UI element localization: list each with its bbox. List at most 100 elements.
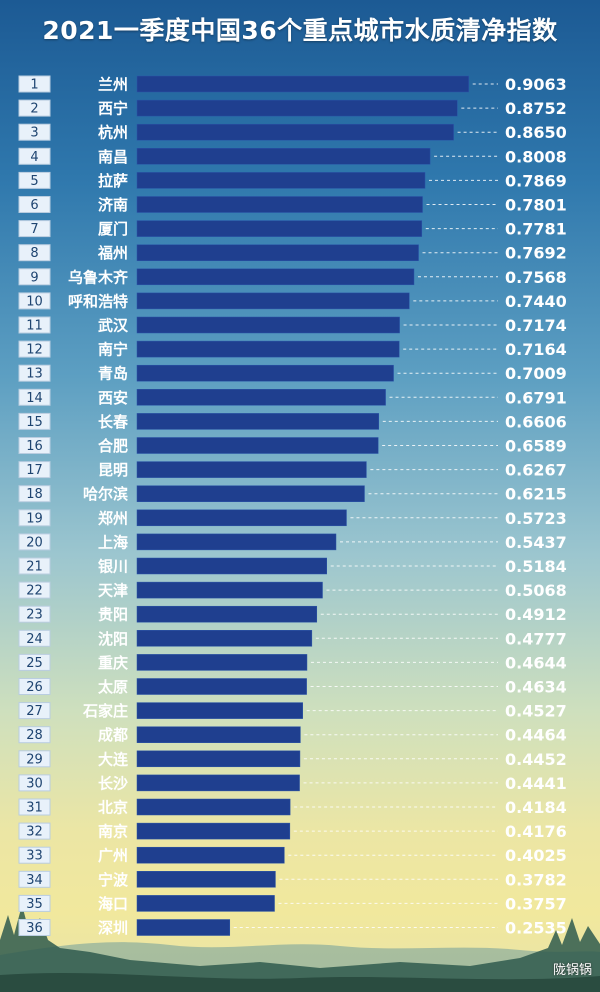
bar <box>136 895 275 912</box>
value-label: 0.4441 <box>505 774 567 793</box>
bar <box>136 389 386 406</box>
bar <box>136 871 276 888</box>
bar-row: 9 乌鲁木齐 0.7568 <box>18 268 567 287</box>
bar <box>136 605 318 623</box>
rank-box <box>18 437 51 454</box>
bar-row: 19 郑州 0.5723 <box>18 509 567 528</box>
city-label: 西宁 <box>98 100 128 118</box>
bar-row: 21 银川 0.5184 <box>18 557 567 576</box>
rank-label: 24 <box>26 632 43 647</box>
city-label: 深圳 <box>98 919 128 937</box>
bar-row: 4 南昌 0.8008 <box>18 147 567 166</box>
value-label: 0.3757 <box>505 894 567 913</box>
bar <box>136 316 400 334</box>
bar <box>136 172 426 189</box>
value-label: 0.2535 <box>505 919 567 938</box>
bar <box>136 75 469 93</box>
value-label: 0.4644 <box>505 653 567 672</box>
city-label: 海口 <box>98 895 128 913</box>
rank-box <box>18 533 51 551</box>
bar <box>136 461 367 478</box>
rank-label: 32 <box>26 825 43 840</box>
value-label: 0.4777 <box>505 629 567 648</box>
city-label: 宁波 <box>98 871 129 889</box>
value-label: 0.8752 <box>505 99 567 118</box>
city-label: 拉萨 <box>98 172 128 190</box>
value-label: 0.6606 <box>505 412 567 431</box>
city-label: 太原 <box>98 678 128 696</box>
rank-box <box>18 220 51 238</box>
rank-label: 19 <box>26 511 43 526</box>
rank-box <box>18 919 51 936</box>
rank-box <box>18 340 51 358</box>
city-label: 兰州 <box>98 76 128 94</box>
rank-label: 14 <box>26 391 43 406</box>
bar-row: 31 北京 0.4184 <box>18 798 567 817</box>
bar-row: 29 大连 0.4452 <box>18 750 567 769</box>
city-label: 青岛 <box>98 365 128 383</box>
value-label: 0.4176 <box>505 822 567 841</box>
bar-row: 3 杭州 0.8650 <box>18 123 567 142</box>
value-label: 0.4184 <box>505 798 567 817</box>
bar <box>136 123 454 141</box>
rank-box <box>18 412 51 430</box>
rank-box <box>18 196 51 213</box>
value-label: 0.3782 <box>505 870 567 889</box>
city-label: 厦门 <box>98 220 128 238</box>
bar <box>136 678 307 695</box>
rank-box <box>18 581 51 599</box>
watermark: 陇锅锅 <box>552 963 592 978</box>
bar <box>136 630 313 647</box>
rank-label: 29 <box>26 752 43 767</box>
city-label: 福州 <box>97 244 128 262</box>
bar <box>136 364 394 382</box>
bar <box>136 292 410 310</box>
bar-row: 27 石家庄 0.4527 <box>18 702 567 721</box>
rank-box <box>18 244 51 262</box>
rank-box <box>18 364 51 382</box>
bar <box>136 533 337 551</box>
rank-label: 1 <box>30 78 38 93</box>
rank-label: 5 <box>30 174 38 189</box>
bar <box>136 485 365 502</box>
city-label: 杭州 <box>98 124 128 142</box>
city-label: 武汉 <box>98 317 129 335</box>
rank-label: 9 <box>30 270 38 285</box>
rank-label: 18 <box>26 487 43 502</box>
bar-row: 33 广州 0.4025 <box>18 846 567 865</box>
city-label: 大连 <box>98 750 129 768</box>
rank-label: 33 <box>26 849 43 864</box>
rank-box <box>18 485 51 503</box>
value-label: 0.8650 <box>505 123 567 142</box>
value-label: 0.7801 <box>505 196 567 215</box>
rank-box <box>18 461 51 479</box>
bar <box>136 268 415 286</box>
city-label: 银川 <box>98 558 128 576</box>
bar-row: 13 青岛 0.7009 <box>18 364 567 383</box>
rank-box <box>18 99 51 117</box>
bar-row: 18 哈尔滨 0.6215 <box>18 485 567 504</box>
city-label: 贵阳 <box>98 606 128 624</box>
bar-row: 8 福州 0.7692 <box>18 244 567 263</box>
value-label: 0.7164 <box>505 340 567 359</box>
value-label: 0.7174 <box>505 316 567 335</box>
city-label: 石家庄 <box>82 702 128 720</box>
value-label: 0.7869 <box>505 171 567 190</box>
bar <box>136 220 423 237</box>
bar-row: 34 宁波 0.3782 <box>18 870 567 889</box>
value-label: 0.5068 <box>505 581 567 600</box>
bar <box>136 581 323 599</box>
rank-box <box>18 894 51 912</box>
rank-label: 34 <box>26 873 43 888</box>
rank-label: 12 <box>26 343 43 358</box>
value-label: 0.5723 <box>505 509 567 528</box>
rank-label: 6 <box>30 198 38 213</box>
bar-row: 28 成都 0.4464 <box>18 726 567 745</box>
rank-box <box>18 798 51 816</box>
bar-row: 14 西安 0.6791 <box>18 388 567 407</box>
city-label: 昆明 <box>98 461 128 479</box>
value-label: 0.4912 <box>505 605 567 624</box>
bar-row: 11 武汉 0.7174 <box>18 316 567 335</box>
bar <box>136 340 400 358</box>
